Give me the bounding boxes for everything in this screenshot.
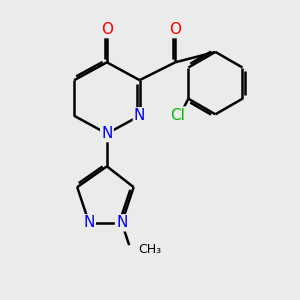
Text: CH₃: CH₃: [138, 243, 161, 256]
Text: Cl: Cl: [170, 108, 185, 123]
Text: N: N: [116, 215, 128, 230]
Text: N: N: [83, 215, 95, 230]
Text: N: N: [134, 108, 145, 123]
Text: O: O: [169, 22, 181, 37]
Text: N: N: [101, 126, 112, 141]
Text: O: O: [101, 22, 113, 37]
